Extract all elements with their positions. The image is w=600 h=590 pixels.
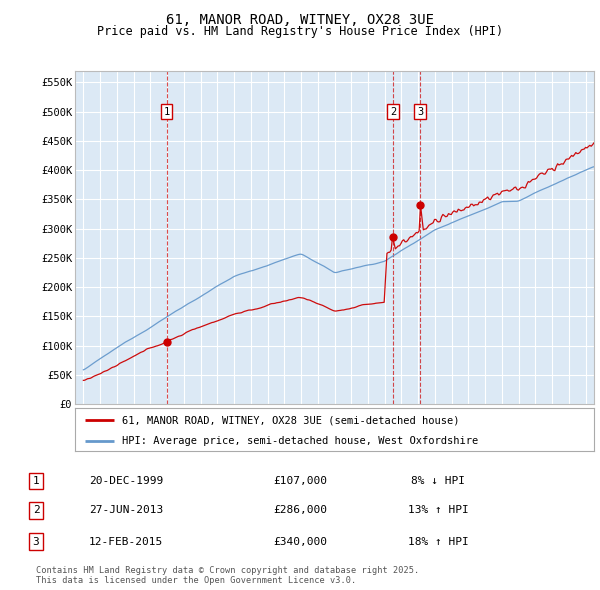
Text: 12-FEB-2015: 12-FEB-2015 xyxy=(89,537,163,546)
Text: HPI: Average price, semi-detached house, West Oxfordshire: HPI: Average price, semi-detached house,… xyxy=(122,435,478,445)
Text: 1: 1 xyxy=(163,107,170,117)
Text: 61, MANOR ROAD, WITNEY, OX28 3UE: 61, MANOR ROAD, WITNEY, OX28 3UE xyxy=(166,13,434,27)
Text: Contains HM Land Registry data © Crown copyright and database right 2025.
This d: Contains HM Land Registry data © Crown c… xyxy=(36,566,419,585)
Text: 2: 2 xyxy=(390,107,396,117)
Text: 8% ↓ HPI: 8% ↓ HPI xyxy=(411,476,465,486)
Text: £107,000: £107,000 xyxy=(273,476,327,486)
Text: 2: 2 xyxy=(32,506,40,515)
Text: 3: 3 xyxy=(32,537,40,546)
Text: £286,000: £286,000 xyxy=(273,506,327,515)
Text: 61, MANOR ROAD, WITNEY, OX28 3UE (semi-detached house): 61, MANOR ROAD, WITNEY, OX28 3UE (semi-d… xyxy=(122,415,459,425)
Text: 20-DEC-1999: 20-DEC-1999 xyxy=(89,476,163,486)
Text: £340,000: £340,000 xyxy=(273,537,327,546)
Text: 27-JUN-2013: 27-JUN-2013 xyxy=(89,506,163,515)
Text: 18% ↑ HPI: 18% ↑ HPI xyxy=(407,537,469,546)
Text: 3: 3 xyxy=(417,107,424,117)
Text: 1: 1 xyxy=(32,476,40,486)
Text: 13% ↑ HPI: 13% ↑ HPI xyxy=(407,506,469,515)
Text: Price paid vs. HM Land Registry's House Price Index (HPI): Price paid vs. HM Land Registry's House … xyxy=(97,25,503,38)
